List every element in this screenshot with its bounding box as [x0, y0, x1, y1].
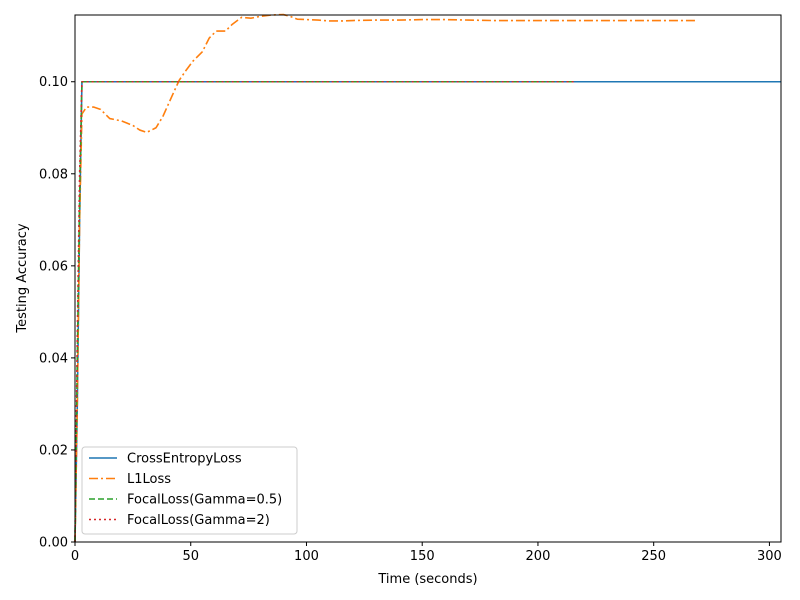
y-tick-label: 0.04	[39, 351, 68, 366]
x-tick-label: 0	[71, 549, 79, 564]
x-axis-label: Time (seconds)	[377, 572, 477, 587]
series-layer	[74, 13, 781, 543]
legend-entry-label: L1Loss	[127, 472, 171, 487]
x-tick-label: 100	[294, 549, 319, 564]
y-axis-label: Testing Accuracy	[15, 223, 30, 333]
x-axis-ticks: 0 50 100 150 200 250 300	[71, 542, 782, 564]
plot-frame	[74, 14, 782, 543]
x-tick-label: 150	[410, 549, 435, 564]
y-tick-label: 0.06	[39, 259, 68, 274]
y-tick-label: 0.00	[39, 536, 68, 551]
y-axis-ticks: 0.00 0.02 0.04 0.06 0.08 0.10	[39, 75, 75, 551]
y-tick-label: 0.10	[39, 75, 68, 90]
x-tick-label: 300	[757, 549, 782, 564]
legend-entry-label: FocalLoss(Gamma=0.5)	[127, 493, 282, 508]
y-tick-label: 0.08	[39, 167, 68, 182]
legend-entry-label: CrossEntropyLoss	[127, 452, 242, 467]
series-line-l1loss	[74, 13, 696, 543]
x-tick-label: 250	[641, 549, 666, 564]
x-tick-label: 200	[526, 549, 551, 564]
legend-entry-label: FocalLoss(Gamma=2)	[127, 513, 270, 528]
x-tick-label: 50	[182, 549, 199, 564]
y-tick-label: 0.02	[39, 443, 68, 458]
legend-box	[81, 446, 298, 535]
legend: CrossEntropyLoss L1Loss FocalLoss(Gamma=0.…	[81, 446, 298, 535]
